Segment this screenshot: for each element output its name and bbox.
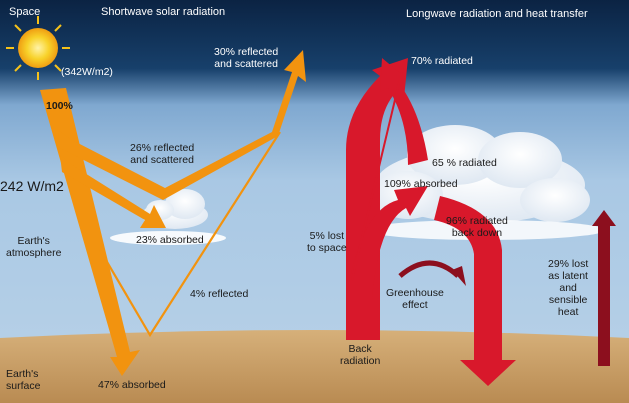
ground-surface bbox=[0, 330, 629, 403]
sun-icon bbox=[6, 16, 70, 80]
back-radiation-line2: radiation bbox=[340, 355, 381, 367]
radiated-70-label: 70% radiated bbox=[411, 55, 473, 67]
lost-29-line1: 29% lost bbox=[548, 258, 589, 270]
absorbed-23-label: 23% absorbed bbox=[136, 234, 204, 246]
lost-5-line bbox=[351, 61, 405, 281]
atmosphere-line2: atmosphere bbox=[6, 247, 62, 259]
greenhouse-label: Greenhouse effect bbox=[386, 287, 444, 311]
radiated-65-arrow bbox=[380, 58, 428, 165]
radiated-96-line2: back down bbox=[451, 227, 503, 239]
lost-29-line5: heat bbox=[557, 306, 579, 318]
shortwave-flows bbox=[40, 50, 306, 376]
back-radiation-label: Back radiation bbox=[340, 343, 380, 367]
surface-line2: surface bbox=[6, 380, 41, 392]
longwave-flows bbox=[346, 58, 516, 386]
atmosphere-line1: Earth's bbox=[17, 235, 50, 247]
reflected-30-line1: 30% reflected bbox=[214, 46, 279, 58]
lost-5-label: 5% lost to space bbox=[307, 230, 347, 254]
header-shortwave: Shortwave solar radiation bbox=[101, 6, 226, 18]
lost-29-arrow bbox=[592, 210, 616, 366]
pct-100-label: 100% bbox=[46, 100, 73, 112]
greenhouse-line1: Greenhouse bbox=[386, 287, 444, 299]
radiated-65-label: 65 % radiated bbox=[432, 157, 497, 169]
absorbed-47-label: 47% absorbed bbox=[98, 379, 166, 391]
reflected-30-label: 30% reflected and scattered bbox=[214, 46, 278, 70]
reflected-4-line bbox=[99, 131, 281, 338]
absorbed-109-arrow bbox=[346, 186, 428, 300]
lost-29-label: 29% lost as latent and sensible heat bbox=[548, 258, 588, 318]
absorbed-109-label: 109% absorbed bbox=[384, 178, 458, 190]
lost-29-line2: as latent bbox=[548, 270, 588, 282]
radiated-96-arrow bbox=[434, 196, 516, 386]
back-radiation-block bbox=[346, 300, 380, 340]
radiated-96-line1: 96% radiated bbox=[446, 215, 508, 227]
lost-29-line3: and bbox=[559, 282, 577, 294]
reflected-26-line2: and scattered bbox=[130, 154, 194, 166]
greenhouse-line2: effect bbox=[402, 299, 428, 311]
surface-line1: Earth's bbox=[6, 368, 39, 380]
greenhouse-arrowhead bbox=[452, 266, 466, 286]
solar-input-label: (342W/m2) bbox=[61, 66, 113, 78]
reflected-30-line2: and scattered bbox=[214, 58, 278, 70]
header-longwave: Longwave radiation and heat transfer bbox=[406, 8, 588, 20]
surface-label: Earth's surface bbox=[6, 368, 40, 392]
lost-5-line1: 5% lost bbox=[309, 230, 345, 242]
back-radiation-line1: Back bbox=[348, 343, 372, 355]
radiated-96-label: 96% radiated back down bbox=[446, 215, 508, 239]
header-space: Space bbox=[9, 6, 41, 18]
lost-5-line2: to space bbox=[307, 242, 347, 254]
lost-29-line4: sensible bbox=[548, 294, 588, 306]
greenhouse-curve bbox=[398, 260, 460, 278]
reflected-26-line1: 26% reflected bbox=[130, 142, 195, 154]
side-value-label: 242 W/m2 bbox=[0, 178, 64, 194]
absorbed-23-arrow bbox=[60, 155, 166, 228]
reflected-4-label: 4% reflected bbox=[190, 288, 249, 300]
atmosphere-label: Earth's atmosphere bbox=[6, 235, 61, 259]
reflected-26-label: 26% reflected and scattered bbox=[130, 142, 194, 166]
